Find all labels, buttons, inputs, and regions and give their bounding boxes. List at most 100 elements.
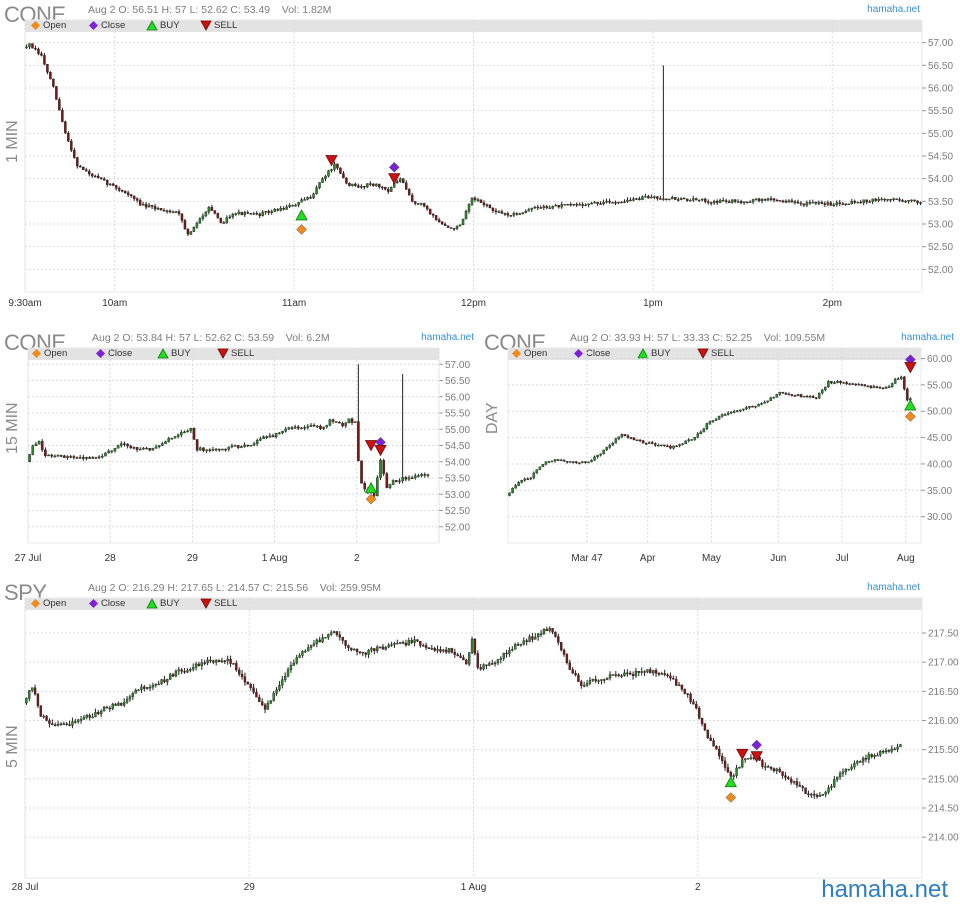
candlestick-plot[interactable]: 60.00 55.00 50.00 45.00 40.00 35.00 30.00 Mar 4… [480, 328, 960, 570]
candle-body [695, 198, 698, 201]
chart-panel-cone-1min[interactable]: CONE Aug 2 O: 56.51 H: 57 L: 52.62 C: 53… [0, 0, 960, 318]
candle-body [496, 659, 500, 664]
candle-body [830, 786, 833, 788]
candlestick-plot[interactable]: 57.00 56.50 56.00 55.50 55.00 54.50 54.00 53.50… [0, 0, 960, 318]
source-link[interactable]: hamaha.net [867, 4, 920, 15]
candle-body [309, 197, 312, 199]
x-tick-label: 10am [102, 298, 127, 309]
candle-body [551, 628, 554, 633]
candle-body [508, 650, 511, 654]
candle-body [631, 674, 635, 676]
buy-marker [904, 399, 917, 411]
candle-body [746, 758, 750, 760]
candle-body [31, 445, 35, 455]
candle-body [423, 474, 427, 476]
candle-body [427, 647, 431, 649]
candle-body [119, 443, 123, 446]
candle-body [810, 793, 813, 796]
candle-body [168, 674, 172, 680]
candle-body [565, 461, 569, 463]
candle-body [757, 404, 760, 407]
candle-body [643, 671, 646, 673]
candle-body [34, 48, 37, 50]
legend-buy-label: BUY [171, 348, 191, 359]
candle-body [808, 202, 812, 204]
y-tick-label: 53.50 [445, 474, 470, 485]
candle-body [502, 652, 505, 659]
candle-body [401, 477, 404, 482]
candle-body [769, 397, 772, 402]
candle-body [439, 649, 442, 652]
chart-panel-cone-15min[interactable]: CONE Aug 2 O: 53.84 H: 57 L: 52.62 C: 53… [0, 328, 480, 570]
candle-body [729, 772, 733, 777]
candle-body [338, 634, 342, 638]
candle-body [571, 669, 574, 674]
candle-body [850, 200, 853, 205]
candle-body [315, 639, 319, 644]
legend-open-label: Open [43, 598, 67, 609]
candle-body [844, 768, 848, 773]
candle-body [366, 183, 369, 188]
chart-panel-spy-5min[interactable]: SPY Aug 2 O: 216.29 H: 217.65 L: 214.57 … [0, 578, 960, 906]
candle-body [703, 723, 707, 731]
candle-body [620, 434, 624, 437]
candle-body [249, 445, 253, 447]
candle-body [649, 669, 652, 674]
open-diamond-icon [31, 598, 40, 608]
y-tick-label: 217.00 [928, 658, 959, 669]
candle-body [626, 435, 630, 438]
candle-body [903, 376, 906, 390]
candle-body [530, 207, 534, 210]
candle-body [916, 200, 919, 204]
x-tick-label: 11am [282, 298, 306, 309]
candle-body [557, 636, 560, 643]
candle-body [186, 228, 190, 235]
candle-body [672, 677, 675, 680]
candle-body [52, 78, 55, 87]
legend-close-label: Close [108, 348, 133, 359]
candlestick-plot[interactable]: 57.00 56.50 56.00 55.50 55.00 54.50 54.00 53.50… [0, 328, 480, 570]
candle-body [354, 183, 357, 186]
candle-body [398, 642, 402, 644]
candle-body [760, 199, 764, 201]
candle-body [881, 751, 885, 753]
candle-body [490, 663, 494, 665]
source-link[interactable]: hamaha.net [867, 582, 920, 593]
candle-body [742, 408, 745, 411]
candle-body [692, 701, 695, 705]
candle-body [150, 205, 154, 207]
candle-body [677, 199, 680, 201]
chart-panel-cone-day[interactable]: CONE Aug 2 O: 33.93 H: 57 L: 33.33 C: 52… [480, 328, 960, 570]
candle-body [856, 201, 859, 204]
candle-body [706, 729, 710, 739]
candle-body [381, 646, 385, 650]
candle-body [608, 445, 611, 448]
candle-body [166, 679, 169, 683]
candle-body [876, 754, 879, 757]
candle-body [818, 795, 822, 797]
candle-body [812, 793, 816, 796]
candle-body [344, 640, 347, 646]
candle-body [847, 203, 850, 206]
candlestick-plot[interactable]: 217.50 217.00 216.50 216.00 215.50 215.00 214.… [0, 578, 960, 906]
candle-body [836, 381, 839, 383]
candle-body [550, 460, 554, 463]
candle-body [575, 461, 578, 463]
candle-body [264, 210, 267, 213]
source-link[interactable]: hamaha.net [421, 332, 474, 343]
candle-body [899, 376, 903, 379]
candle-body [787, 777, 790, 780]
watermark-logo[interactable]: hamaha.net [821, 876, 948, 903]
candle-body [674, 679, 678, 686]
candle-body [493, 662, 497, 665]
candle-body [237, 211, 241, 214]
candle-body [51, 723, 54, 726]
candle-body [76, 719, 80, 722]
candle-body [341, 423, 344, 427]
candle-body [572, 461, 575, 463]
candle-body [560, 204, 563, 208]
candle-body [482, 664, 485, 670]
x-tick-label: 29 [244, 882, 256, 893]
sell-marker [736, 748, 749, 761]
source-link[interactable]: hamaha.net [901, 332, 954, 343]
